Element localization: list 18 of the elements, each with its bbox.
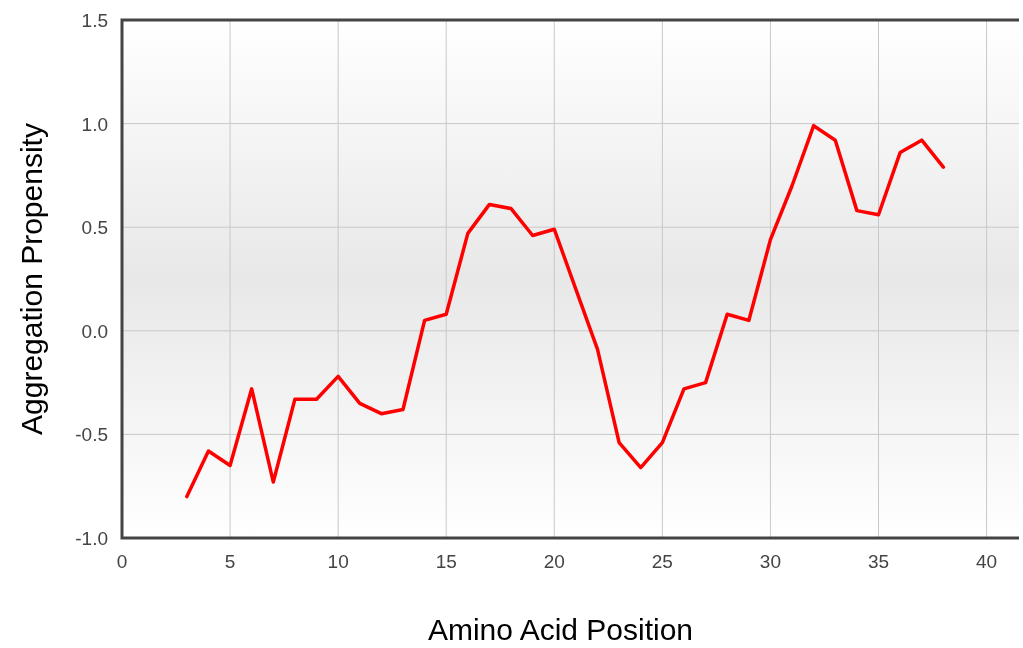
x-tick-label: 25 bbox=[651, 551, 673, 572]
x-tick-label: 35 bbox=[867, 551, 890, 572]
y-tick-label: -1.0 bbox=[75, 528, 108, 549]
x-axis-title: Amino Acid Position bbox=[427, 613, 694, 646]
x-tick-label: 40 bbox=[976, 551, 998, 572]
line-series bbox=[185, 123, 946, 499]
y-tick-label: -0.5 bbox=[75, 424, 108, 446]
y-tick-label: 0.5 bbox=[81, 217, 108, 239]
x-tick-label: 10 bbox=[327, 551, 349, 572]
x-tick-label: 30 bbox=[759, 551, 781, 572]
x-tick-label: 20 bbox=[543, 551, 565, 572]
x-tick-label: 15 bbox=[435, 551, 457, 572]
y-axis-title: Aggregation Propensity bbox=[15, 123, 48, 435]
x-tick-label: 5 bbox=[224, 551, 236, 572]
y-tick-label: 1.5 bbox=[81, 10, 108, 31]
y-tick-label: 1.0 bbox=[81, 113, 108, 135]
x-tick-label: 0 bbox=[116, 551, 128, 572]
y-tick-label: 0.0 bbox=[81, 320, 108, 342]
